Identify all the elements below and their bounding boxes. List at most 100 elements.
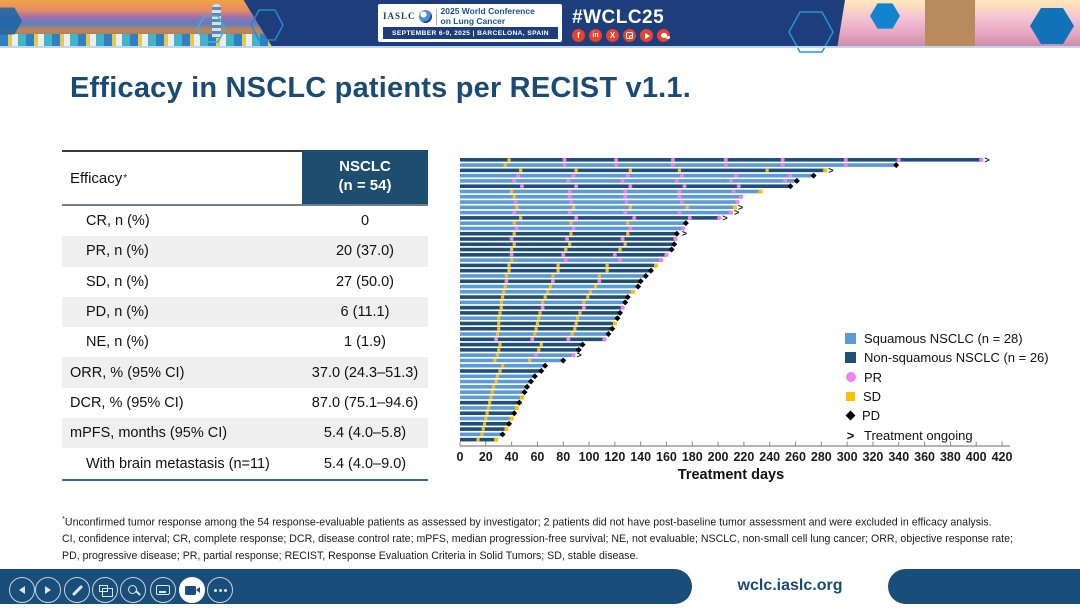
pd-marker	[560, 357, 567, 364]
sd-marker	[586, 295, 590, 299]
conference-title-line1: 2025 World Conference	[440, 5, 535, 16]
zoom-button[interactable]	[120, 577, 146, 603]
conference-url[interactable]: wclc.iaslc.org	[737, 577, 843, 594]
linkedin-icon[interactable]: in	[589, 29, 602, 42]
pr-marker	[614, 157, 619, 162]
pd-marker	[506, 420, 513, 427]
sd-marker	[626, 232, 630, 236]
swimmer-bar	[460, 173, 814, 178]
sd-marker	[489, 395, 493, 399]
sd-marker	[510, 258, 514, 262]
sd-marker	[495, 332, 500, 336]
pd-marker	[542, 362, 549, 369]
pr-marker	[843, 163, 848, 168]
sd-marker	[488, 401, 492, 405]
hexagon-decoration	[250, 9, 284, 41]
pr-marker	[504, 279, 509, 284]
x-icon[interactable]: X	[606, 29, 619, 42]
ellipsis-icon	[218, 588, 222, 592]
pr-marker	[566, 178, 571, 183]
pr-marker	[574, 215, 579, 220]
table-header-efficacy: Efficacy *	[62, 150, 302, 204]
pd-marker	[671, 241, 678, 248]
x-tick-label: 400	[966, 450, 987, 464]
sd-marker	[491, 385, 496, 389]
next-slide-button[interactable]	[35, 577, 61, 603]
sd-marker	[494, 379, 498, 384]
sd-marker	[495, 374, 500, 378]
sd-marker	[499, 300, 503, 304]
pr-marker	[550, 279, 555, 284]
captions-button[interactable]	[150, 577, 176, 603]
sd-marker	[569, 221, 573, 225]
wechat-icon[interactable]	[657, 29, 670, 42]
sd-marker	[582, 300, 586, 304]
pr-marker	[659, 257, 664, 263]
pd-marker	[673, 230, 680, 237]
sd-marker	[546, 290, 550, 294]
x-tick-label: 380	[940, 450, 961, 464]
pd-marker	[787, 183, 794, 190]
efficacy-table: Efficacy * NSCLC (n = 54) CR, n (%) 0 PR, …	[62, 150, 428, 481]
pd-marker	[531, 373, 538, 380]
pr-marker	[620, 237, 625, 241]
pd-marker	[642, 272, 649, 279]
sd-marker	[502, 290, 506, 294]
previous-slide-button[interactable]	[9, 577, 35, 603]
swimmer-bar	[460, 179, 797, 183]
pr-marker	[728, 210, 734, 215]
pd-marker	[524, 383, 531, 390]
pr-marker	[670, 157, 675, 162]
hexagon-decoration	[0, 7, 22, 35]
x-tick-label: 420	[992, 450, 1013, 464]
sd-marker	[539, 343, 543, 347]
x-tick-label: 320	[863, 450, 884, 464]
pr-marker	[780, 163, 785, 168]
pr-marker	[612, 252, 617, 257]
sd-marker	[575, 316, 580, 320]
swimmer-bar	[460, 231, 677, 236]
sd-marker	[514, 405, 519, 410]
x-tick-label: 20	[479, 450, 493, 464]
pd-marker	[527, 378, 534, 385]
iaslc-emblem-icon	[418, 10, 432, 23]
sd-marker	[612, 321, 617, 326]
sd-marker	[628, 168, 632, 172]
pr-marker	[681, 226, 686, 231]
ongoing-marker: >	[828, 165, 833, 175]
pen-button[interactable]	[64, 577, 90, 603]
see-all-slides-button[interactable]	[92, 577, 118, 603]
pr-marker	[618, 258, 623, 263]
x-tick-label: 60	[530, 450, 544, 464]
barcelona-park-photo	[0, 0, 272, 46]
more-options-button[interactable]	[207, 577, 233, 603]
swimmer-plot-svg: Treatment days >>>>>>>0 20 40 60 80 100 120 140…	[457, 155, 1013, 483]
swimmer-bar	[460, 163, 897, 167]
pr-marker	[519, 184, 524, 189]
camera-button[interactable]	[179, 577, 205, 603]
instagram-icon[interactable]	[623, 29, 636, 42]
chart-legend: Squamous NSCLC (n = 28) Non-squamous NSC…	[845, 329, 1049, 445]
swimmer-bar	[460, 216, 720, 220]
swimmer-plot: Treatment days > > > > > > >0 20 40 60 80 100 120 140…	[445, 150, 1025, 490]
pd-marker	[575, 346, 582, 353]
pd-marker	[647, 267, 654, 274]
pr-marker	[843, 157, 848, 162]
table-row: DCR, % (95% CI) 87.0 (75.1–94.6)	[70, 394, 419, 411]
table-row: CR, n (%) 0	[86, 213, 370, 230]
pr-marker	[735, 199, 740, 205]
table-row: NE, n (%) 1 (1.9)	[86, 334, 386, 351]
sd-marker	[543, 295, 547, 299]
pr-marker	[562, 157, 567, 162]
sd-marker	[497, 321, 501, 326]
sd-marker	[481, 427, 485, 431]
facebook-icon[interactable]: f	[572, 29, 585, 42]
x-axis-label: Treatment days	[678, 467, 784, 483]
pr-marker	[625, 173, 630, 178]
swimmer-bar	[460, 194, 742, 199]
sd-marker	[485, 411, 489, 415]
sd-marker	[540, 300, 545, 304]
swimmer-bar	[460, 279, 641, 284]
youtube-icon[interactable]	[640, 29, 653, 42]
swimmer-bar	[460, 200, 738, 204]
